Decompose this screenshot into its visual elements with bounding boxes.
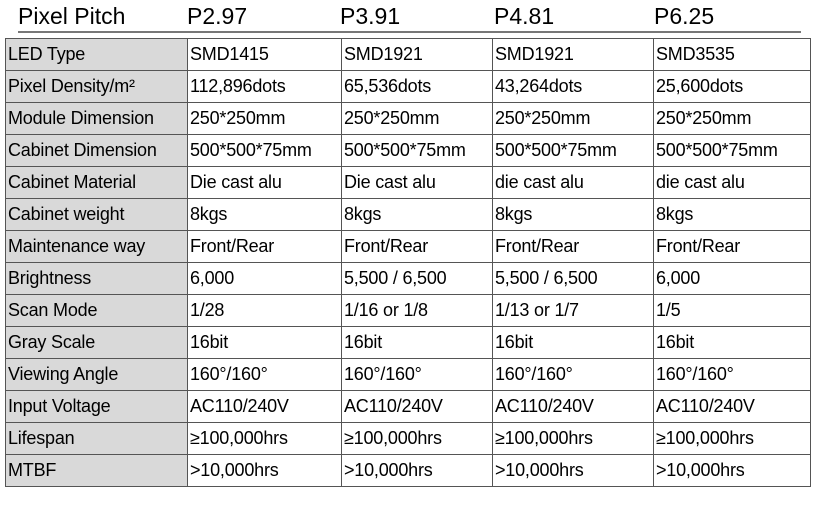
table-cell: >10,000hrs	[653, 454, 811, 487]
table-cell: 8kgs	[341, 198, 493, 231]
pitch-header: P4.81	[494, 3, 555, 29]
table-cell: 1/16 or 1/8	[341, 294, 493, 327]
table-cell: 160°/160°	[492, 358, 654, 391]
table-cell: AC110/240V	[341, 390, 493, 423]
table-cell: 43,264dots	[492, 70, 654, 103]
table-cell: 500*500*75mm	[341, 134, 493, 167]
table-cell: >10,000hrs	[187, 454, 342, 487]
table-cell: 16bit	[653, 326, 811, 359]
table-cell: ≥100,000hrs	[341, 422, 493, 455]
table-cell: 16bit	[492, 326, 654, 359]
table-row: Input Voltage AC110/240V AC110/240V AC110/2…	[5, 390, 811, 423]
table-cell: 8kgs	[653, 198, 811, 231]
row-label: Gray Scale	[5, 326, 188, 359]
table-cell: 250*250mm	[341, 102, 493, 135]
table-row: Maintenance way Front/Rear Front/Rear Front…	[5, 230, 811, 263]
row-label: Cabinet Dimension	[5, 134, 188, 167]
row-label: Input Voltage	[5, 390, 188, 423]
table-cell: SMD1921	[492, 38, 654, 71]
row-label: Brightness	[5, 262, 188, 295]
table-row: Pixel Density/m² 112,896dots 65,536dots 43,…	[5, 70, 811, 103]
pixel-pitch-heading: Pixel Pitch	[18, 3, 126, 29]
table-cell: 250*250mm	[653, 102, 811, 135]
table-row: Module Dimension 250*250mm 250*250mm 250*25…	[5, 102, 811, 135]
table-row: Scan Mode 1/28 1/16 or 1/8 1/13 or 1/7 1/5	[5, 294, 811, 327]
table-cell: ≥100,000hrs	[492, 422, 654, 455]
row-label: MTBF	[5, 454, 188, 487]
table-cell: 16bit	[187, 326, 342, 359]
table-cell: 65,536dots	[341, 70, 493, 103]
table-cell: 8kgs	[187, 198, 342, 231]
table-row: Viewing Angle 160°/160° 160°/160° 160°/160°…	[5, 358, 811, 391]
row-label: Cabinet Material	[5, 166, 188, 199]
table-row: MTBF >10,000hrs >10,000hrs >10,000hrs >10,00…	[5, 454, 811, 487]
table-cell: >10,000hrs	[492, 454, 654, 487]
table-cell: Front/Rear	[187, 230, 342, 263]
table-cell: ≥100,000hrs	[187, 422, 342, 455]
table-cell: die cast alu	[653, 166, 811, 199]
pitch-header: P6.25	[654, 3, 715, 29]
table-cell: 5,500 / 6,500	[492, 262, 654, 295]
table-cell: 16bit	[341, 326, 493, 359]
row-label: Lifespan	[5, 422, 188, 455]
table-cell: 500*500*75mm	[492, 134, 654, 167]
table-cell: >10,000hrs	[341, 454, 493, 487]
table-cell: 6,000	[653, 262, 811, 295]
table-cell: die cast alu	[492, 166, 654, 199]
pitch-header: P3.91	[340, 3, 401, 29]
table-cell: ≥100,000hrs	[653, 422, 811, 455]
table-cell: 1/13 or 1/7	[492, 294, 654, 327]
table-cell: SMD1415	[187, 38, 342, 71]
table-row: Cabinet Material Die cast alu Die cast alu…	[5, 166, 811, 199]
table-cell: 5,500 / 6,500	[341, 262, 493, 295]
table-cell: 1/28	[187, 294, 342, 327]
row-label: LED Type	[5, 38, 188, 71]
table-cell: Die cast alu	[341, 166, 493, 199]
table-cell: 6,000	[187, 262, 342, 295]
table-cell: 160°/160°	[341, 358, 493, 391]
table-cell: AC110/240V	[492, 390, 654, 423]
table-row: Lifespan ≥100,000hrs ≥100,000hrs ≥100,000hr…	[5, 422, 811, 455]
pitch-header: P2.97	[187, 3, 248, 29]
table-cell: 8kgs	[492, 198, 654, 231]
table-row: Gray Scale 16bit 16bit 16bit 16bit	[5, 326, 811, 359]
table-cell: 1/5	[653, 294, 811, 327]
row-label: Module Dimension	[5, 102, 188, 135]
table-cell: 250*250mm	[492, 102, 654, 135]
table-cell: 160°/160°	[653, 358, 811, 391]
table-cell: 25,600dots	[653, 70, 811, 103]
spec-table: LED Type SMD1415 SMD1921 SMD1921 SMD3535 Pixe…	[5, 38, 811, 487]
row-label: Cabinet weight	[5, 198, 188, 231]
row-label: Pixel Density/m²	[5, 70, 188, 103]
table-cell: Die cast alu	[187, 166, 342, 199]
table-cell: 160°/160°	[187, 358, 342, 391]
table-row: LED Type SMD1415 SMD1921 SMD1921 SMD3535	[5, 38, 811, 71]
table-row: Brightness 6,000 5,500 / 6,500 5,500 / 6,50…	[5, 262, 811, 295]
table-cell: 500*500*75mm	[187, 134, 342, 167]
row-label: Viewing Angle	[5, 358, 188, 391]
table-cell: Front/Rear	[341, 230, 493, 263]
table-cell: AC110/240V	[653, 390, 811, 423]
header-underline	[18, 31, 801, 33]
row-label: Maintenance way	[5, 230, 188, 263]
table-cell: 112,896dots	[187, 70, 342, 103]
table-cell: AC110/240V	[187, 390, 342, 423]
table-cell: SMD1921	[341, 38, 493, 71]
table-cell: SMD3535	[653, 38, 811, 71]
row-label: Scan Mode	[5, 294, 188, 327]
table-cell: Front/Rear	[653, 230, 811, 263]
table-row: Cabinet Dimension 500*500*75mm 500*500*75m…	[5, 134, 811, 167]
table-row: Cabinet weight 8kgs 8kgs 8kgs 8kgs	[5, 198, 811, 231]
table-cell: 500*500*75mm	[653, 134, 811, 167]
table-cell: 250*250mm	[187, 102, 342, 135]
table-cell: Front/Rear	[492, 230, 654, 263]
